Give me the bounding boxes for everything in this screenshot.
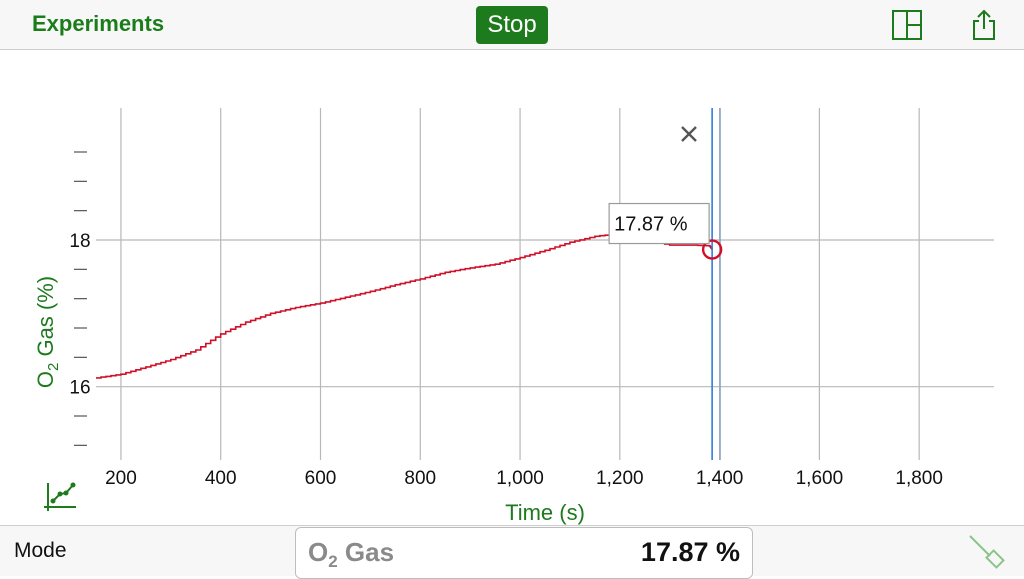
x-tick-label: 1,600 (796, 468, 844, 489)
o2-gas-chart[interactable]: 200 400 600 800 1,000 1,200 1,400 1,600 1,800 16… (0, 51, 1024, 525)
x-tick-label: 1,400 (696, 468, 744, 489)
sensor-meter[interactable]: O2 Gas 17.87 % (295, 527, 753, 579)
x-tick-label: 200 (105, 468, 137, 489)
y-tick-label: 18 (69, 231, 90, 252)
x-tick-label: 600 (305, 468, 337, 489)
x-tick-label: 1,800 (895, 468, 943, 489)
cursor-point-marker[interactable] (701, 239, 723, 260)
x-tick-label: 1,000 (496, 468, 544, 489)
share-icon[interactable] (968, 9, 1000, 41)
layout-icon[interactable] (891, 9, 923, 41)
mode-button[interactable]: Mode (14, 539, 67, 562)
meter-value: 17.87 % (640, 537, 740, 567)
close-icon[interactable] (681, 126, 697, 142)
y-tick-label: 16 (69, 378, 90, 399)
cursor-value-label: 17.87 % (608, 202, 710, 245)
graph-tool-icon[interactable] (44, 482, 76, 512)
top-toolbar: Experiments Stop (0, 0, 1024, 50)
x-axis-label: Time (s) (505, 500, 585, 525)
experiments-link[interactable]: Experiments (32, 11, 165, 36)
meter-sensor-name: O2 Gas (308, 537, 395, 572)
x-tick-label: 800 (404, 468, 436, 489)
x-tick-label: 400 (205, 468, 237, 489)
bottom-toolbar: Mode O2 Gas 17.87 % (0, 525, 1024, 579)
stop-button[interactable]: Stop (476, 6, 548, 44)
graph-area[interactable]: 200 400 600 800 1,000 1,200 1,400 1,600 1,800 16… (0, 51, 1024, 525)
x-tick-label: 1,200 (596, 468, 644, 489)
y-axis-label: O2 Gas (%) (33, 276, 62, 388)
probe-icon[interactable] (966, 534, 1006, 570)
cursor-value-text: 17.87 % (614, 214, 688, 236)
